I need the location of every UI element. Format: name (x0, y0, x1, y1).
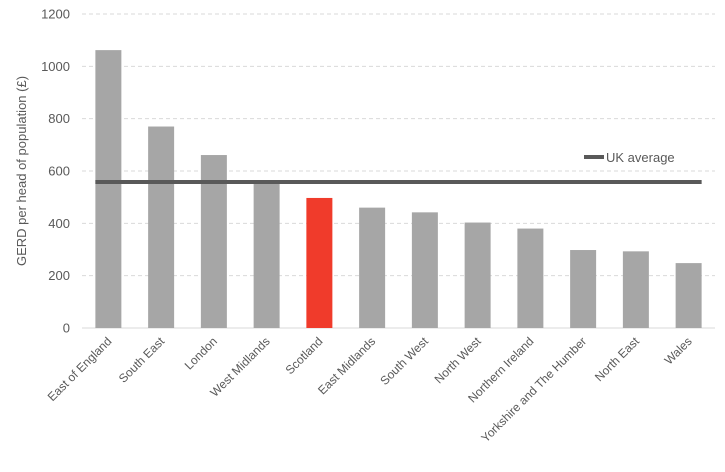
x-tick-label: Scotland (283, 334, 326, 377)
gridlines (82, 13, 715, 329)
y-tick-label: 800 (48, 111, 70, 126)
y-tick-label: 400 (48, 216, 70, 231)
bar-wales (675, 263, 702, 328)
legend: UK average (584, 150, 675, 165)
x-tick-label: Yorkshire and The Humber (478, 334, 589, 445)
bar-north-east (622, 251, 649, 328)
x-tick-label: Wales (662, 334, 695, 367)
legend-label-uk-average: UK average (606, 150, 675, 165)
y-axis-ticks: 0 200 400 600 800 1000 1200 (41, 7, 70, 336)
bar-south-east (148, 126, 175, 329)
bar-east-midlands (359, 207, 386, 328)
x-tick-label: North East (592, 334, 642, 384)
x-tick-label: London (182, 334, 220, 372)
y-axis-title: GERD per head of population (£) (14, 76, 29, 266)
bar-south-west (411, 212, 438, 328)
bar-north-west (464, 222, 491, 328)
bar-northern-ireland (517, 228, 544, 328)
y-tick-label: 1000 (41, 59, 70, 74)
bar-east-of-england (95, 50, 122, 329)
x-tick-label: North West (432, 334, 485, 387)
bar-yorkshire-and-the-humber (570, 250, 597, 328)
x-tick-label: South West (377, 334, 431, 388)
bar-scotland (306, 197, 333, 328)
y-tick-label: 0 (63, 321, 70, 336)
y-tick-label: 1200 (41, 7, 70, 22)
x-tick-label: East of England (45, 334, 115, 404)
y-tick-label: 200 (48, 268, 70, 283)
bars (95, 50, 702, 329)
bar-west-midlands (253, 182, 280, 328)
x-tick-label: South East (116, 334, 168, 386)
y-tick-label: 600 (48, 164, 70, 179)
